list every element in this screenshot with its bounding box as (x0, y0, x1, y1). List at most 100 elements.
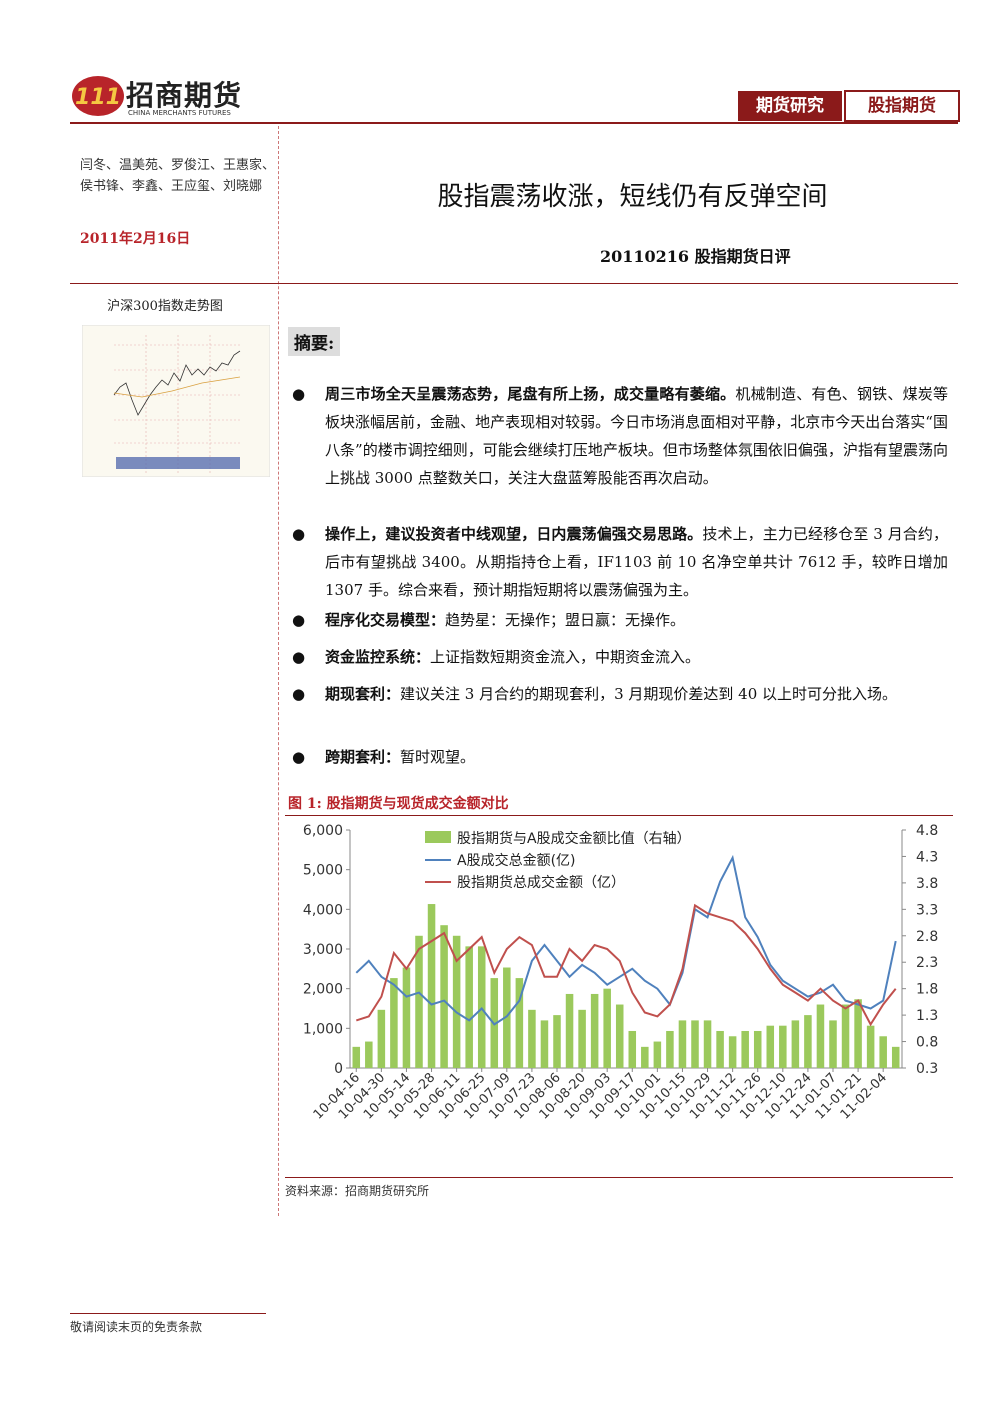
bar (741, 1030, 749, 1068)
bar (854, 999, 862, 1068)
bullet: ● 操作上，建议投资者中线观望，日内震荡偏强交易思路。技术上，主力已经移仓至 3 … (288, 520, 948, 604)
bar (503, 967, 511, 1068)
footer-rule (70, 1313, 266, 1314)
bar (666, 1030, 674, 1068)
line-series (355, 903, 897, 1027)
top-rule (70, 283, 958, 284)
svg-text:111: 111 (75, 85, 121, 110)
y2-tick-label: 1.8 (916, 982, 938, 998)
bar (841, 1004, 850, 1068)
header-rule (70, 122, 958, 124)
bar (553, 1015, 561, 1068)
figure-rule (285, 815, 953, 816)
y-tick-label: 1,000 (303, 1021, 343, 1037)
bar (628, 1030, 637, 1068)
bar (427, 904, 436, 1068)
y-tick-label: 2,000 (303, 982, 343, 998)
bullet-dot: ● (292, 611, 306, 629)
bar (703, 1020, 712, 1068)
bullet-dot: ● (292, 525, 306, 543)
bullet-lead: 程序化交易模型： (325, 611, 446, 629)
bar (540, 1020, 549, 1068)
y2-tick-label: 0.8 (916, 1035, 938, 1051)
bar (515, 978, 524, 1068)
bullet-text: 程序化交易模型：趋势星：无操作；盟日赢：无操作。 (325, 606, 948, 634)
side-chart-image (82, 325, 270, 477)
bar (879, 1036, 887, 1068)
tab-research: 期货研究 (738, 91, 842, 121)
bullet-dot: ● (292, 385, 306, 403)
bar (804, 1015, 812, 1068)
bar (565, 993, 574, 1068)
y2-tick-label: 4.3 (916, 849, 938, 865)
y2-tick-label: 4.8 (916, 823, 938, 839)
bar (816, 1004, 825, 1068)
bullet-text: 资金监控系统：上证指数短期资金流入，中期资金流入。 (325, 643, 948, 671)
y2-tick-label: 0.3 (916, 1061, 938, 1077)
bullet-text: 操作上，建议投资者中线观望，日内震荡偏强交易思路。技术上，主力已经移仓至 3 月… (325, 520, 948, 604)
y2-tick-label: 2.3 (916, 955, 938, 971)
bar (603, 988, 611, 1068)
bar (753, 1030, 762, 1068)
bar (678, 1020, 687, 1068)
legend-swatch (425, 831, 451, 843)
bar (590, 993, 599, 1068)
figure-bottom-rule (285, 1177, 953, 1178)
y2-tick-label: 2.8 (916, 929, 938, 945)
bar (691, 1020, 699, 1068)
y-tick-label: 3,000 (303, 942, 343, 958)
y-tick-label: 4,000 (303, 902, 343, 918)
y-tick-label: 6,000 (303, 823, 343, 839)
bar (415, 935, 423, 1068)
bullet-lead: 周三市场全天呈震荡态势，尾盘有所上扬，成交量略有萎缩。 (325, 385, 736, 403)
logo-icon: 111 (72, 76, 124, 116)
bullet-body: 建议关注 3 月合约的期现套利，3 月期现价差达到 40 以上时可分批入场。 (400, 685, 898, 703)
authors: 闫冬、温美苑、罗俊江、王惠家、侯书锋、李鑫、王应玺、刘晓娜 (80, 158, 276, 194)
bar (829, 1020, 837, 1068)
bullet-dot: ● (292, 748, 306, 766)
subtitle: 20110216 股指期货日评 (600, 247, 791, 266)
legend-label: 股指期货总成交金额（亿） (457, 874, 625, 891)
footer: 敬请阅读末页的免责条款 (70, 1320, 203, 1334)
tab-index: 股指期货 (844, 90, 960, 122)
bar (440, 925, 448, 1068)
y-tick-label: 5,000 (303, 863, 343, 879)
bullet-lead: 期现套利： (325, 685, 401, 703)
bar (615, 1004, 624, 1068)
bullet-body: 上证指数短期资金流入，中期资金流入。 (430, 648, 701, 666)
side-chart-title: 沪深300指数走势图 (107, 299, 223, 314)
bar (641, 1046, 649, 1068)
bullet-text: 周三市场全天呈震荡态势，尾盘有所上扬，成交量略有萎缩。机械制造、有色、钢铁、煤炭… (325, 380, 948, 492)
bullet-body: 趋势星：无操作；盟日赢：无操作。 (445, 611, 686, 629)
bullet: ● 资金监控系统：上证指数短期资金流入，中期资金流入。 (288, 643, 948, 671)
legend-label: A股成交总金额(亿) (457, 852, 576, 869)
bullet: ● 期现套利：建议关注 3 月合约的期现套利，3 月期现价差达到 40 以上时可分… (288, 680, 948, 708)
bullet-text: 跨期套利：暂时观望。 (325, 743, 948, 771)
bullet-lead: 操作上，建议投资者中线观望，日内震荡偏强交易思路。 (325, 525, 703, 543)
bullet: ● 程序化交易模型：趋势星：无操作；盟日赢：无操作。 (288, 606, 948, 634)
legend-label: 股指期货与A股成交金额比值（右轴） (457, 830, 691, 847)
bar (365, 1041, 373, 1068)
bullet-lead: 资金监控系统： (325, 648, 431, 666)
brand-en: CHINA MERCHANTS FUTURES (128, 109, 231, 117)
bar (653, 1041, 662, 1068)
bar (728, 1036, 737, 1068)
brand: 招商期货 (126, 79, 243, 112)
bullet: ● 周三市场全天呈震荡态势，尾盘有所上扬，成交量略有萎缩。机械制造、有色、钢铁、煤… (288, 380, 948, 492)
bar (402, 967, 411, 1068)
bullet-body: 暂时观望。 (400, 748, 476, 766)
summary-heading: 摘要: (288, 327, 341, 356)
y2-tick-label: 3.3 (916, 902, 938, 918)
bar (766, 1025, 775, 1068)
bullet-body: 技术上，主力已经移仓至 3 月合约，后市有望挑战 3400。从期指持仓上看，IF… (325, 525, 948, 599)
bar (528, 1009, 536, 1068)
bar (352, 1046, 361, 1068)
bar (578, 1009, 586, 1068)
bar (891, 1046, 900, 1068)
bullet-body: 机械制造、有色、钢铁、煤炭等板块涨幅居前，金融、地产表现相对较弱。今日市场消息面… (325, 385, 948, 487)
column-divider (278, 126, 279, 1216)
date: 2011年2月16日 (80, 231, 191, 247)
bar (791, 1020, 800, 1068)
bullet-dot: ● (292, 648, 306, 666)
